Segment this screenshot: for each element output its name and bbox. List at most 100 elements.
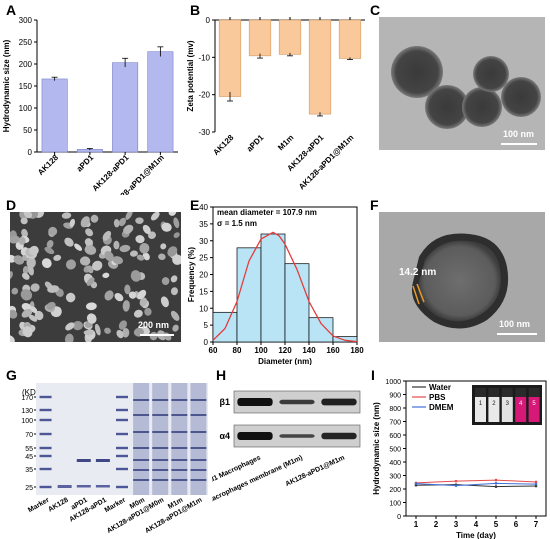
sem-particle bbox=[136, 254, 145, 261]
sem-particle bbox=[118, 320, 127, 330]
y-tick-label: 30 bbox=[199, 237, 208, 246]
bar bbox=[147, 51, 174, 153]
sem-particle bbox=[91, 260, 103, 271]
y-axis-label: Hydrodynamic size (nm) bbox=[372, 402, 381, 495]
protein-band bbox=[171, 399, 188, 401]
sem-particle bbox=[102, 230, 112, 241]
marker-band bbox=[39, 395, 52, 399]
sem-particle bbox=[142, 252, 150, 261]
series-point bbox=[534, 482, 538, 486]
scalebar-f-label: 100 nm bbox=[499, 319, 531, 329]
ladder-label: 45 bbox=[25, 454, 33, 461]
series-point bbox=[494, 478, 498, 482]
tem-particles bbox=[379, 17, 545, 150]
panel-letter-f: F bbox=[370, 197, 379, 213]
sem-particle bbox=[124, 284, 131, 295]
series-point bbox=[534, 484, 538, 488]
protein-band bbox=[152, 447, 169, 449]
sem-particle bbox=[64, 237, 74, 247]
sem-particle bbox=[128, 291, 137, 299]
sem-particle bbox=[149, 331, 158, 341]
chart-i-stability: 0 100 200 300 400 500 600 700 800 900 1000 1 2 3 4 5 6 7 W… bbox=[372, 379, 547, 539]
sem-particle bbox=[84, 245, 97, 255]
marker-band bbox=[116, 395, 128, 399]
panel-letter-e: E bbox=[190, 197, 200, 213]
vial-cap bbox=[501, 388, 513, 397]
sem-particle bbox=[80, 216, 90, 228]
sem-particle bbox=[122, 300, 130, 312]
series-point bbox=[414, 482, 418, 485]
sem-particle bbox=[94, 323, 101, 336]
y-tick-label: 700 bbox=[389, 420, 401, 427]
sem-particle bbox=[139, 243, 150, 254]
sem-particle bbox=[87, 265, 94, 274]
x-tick-label: 60 bbox=[209, 346, 218, 355]
sem-particle bbox=[170, 275, 178, 283]
marker-band bbox=[39, 485, 52, 489]
vial bbox=[528, 397, 540, 422]
sem-particle bbox=[30, 306, 38, 314]
lane-label: Marker bbox=[104, 497, 128, 515]
blot-row-label: α4 bbox=[219, 431, 230, 441]
sem-particle bbox=[104, 327, 111, 334]
blot-band bbox=[279, 434, 315, 438]
sem-particle bbox=[48, 226, 58, 236]
protein-band bbox=[190, 447, 207, 449]
series-point bbox=[454, 484, 458, 487]
sem-particle bbox=[10, 235, 20, 244]
protein-band bbox=[171, 431, 188, 433]
ladder-label: 55 bbox=[25, 446, 33, 453]
panel-letter-h: H bbox=[216, 367, 227, 383]
protein-band bbox=[133, 469, 150, 471]
sem-particle bbox=[10, 271, 13, 280]
vial-label: 5 bbox=[532, 401, 536, 407]
chart-e-size-distribution: 0 5 10 15 20 25 30 35 40 60 80 100 120 140 160 180 mean … bbox=[187, 203, 364, 365]
y-tick-label: 150 bbox=[19, 82, 33, 91]
bar bbox=[338, 19, 362, 59]
sem-particle bbox=[79, 256, 91, 266]
marker-band bbox=[116, 408, 128, 412]
y-tick-label: 200 bbox=[19, 60, 33, 69]
series-point bbox=[494, 482, 498, 485]
bar bbox=[308, 19, 332, 115]
sem-particle bbox=[123, 224, 134, 234]
sem-particle bbox=[102, 272, 110, 279]
sem-particle bbox=[160, 243, 167, 250]
sem-particle bbox=[90, 214, 99, 223]
y-tick-label: 0 bbox=[28, 148, 33, 157]
sem-particle bbox=[30, 283, 40, 292]
bar bbox=[278, 19, 302, 55]
sem-particle bbox=[119, 244, 131, 253]
sem-particle bbox=[23, 212, 33, 219]
ladder-label: 100 bbox=[21, 418, 33, 425]
y-tick-label: 100 bbox=[389, 501, 401, 508]
blot-band bbox=[279, 399, 315, 405]
x-tick-label: AK128 bbox=[36, 153, 60, 177]
y-tick-label: 400 bbox=[389, 460, 401, 467]
histogram-bar bbox=[332, 336, 358, 343]
lane-smear bbox=[133, 383, 150, 495]
sem-particle bbox=[137, 289, 147, 300]
vial-label: 3 bbox=[506, 401, 510, 407]
y-tick-label: 0 bbox=[397, 514, 401, 521]
scalebar-f bbox=[497, 333, 537, 335]
sem-particle bbox=[104, 251, 114, 262]
fit-curve bbox=[212, 231, 358, 343]
sem-particle bbox=[21, 228, 28, 238]
sem-particle bbox=[69, 218, 76, 228]
sem-particle bbox=[173, 232, 180, 238]
legend-label: DMEM bbox=[429, 403, 454, 412]
sem-particle bbox=[34, 310, 44, 321]
sem-particle bbox=[150, 212, 160, 221]
x-tick-label: 80 bbox=[233, 346, 242, 355]
y-tick-label: 20 bbox=[199, 271, 208, 280]
marker-band bbox=[39, 408, 52, 412]
panel-letter-d: D bbox=[6, 197, 17, 213]
y-tick-label: 800 bbox=[389, 406, 401, 413]
panel-letter-c: C bbox=[370, 2, 381, 18]
y-tick-label: 15 bbox=[199, 287, 208, 296]
protein-band bbox=[190, 459, 207, 461]
sem-particle bbox=[144, 307, 152, 316]
